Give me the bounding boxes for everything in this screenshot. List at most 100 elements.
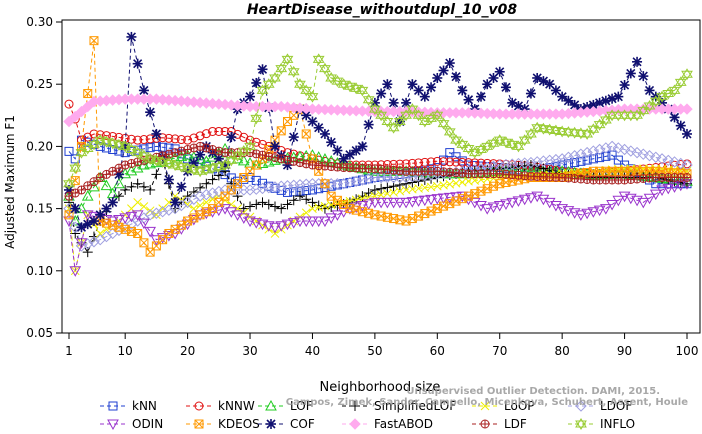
data-point-ldof bbox=[256, 182, 269, 195]
data-point-knn bbox=[595, 153, 605, 163]
y-tick-label: 0.05 bbox=[26, 326, 53, 340]
data-point-simplifiedlof bbox=[263, 199, 274, 210]
data-point-cof bbox=[332, 145, 343, 156]
legend-label: ODIN bbox=[132, 417, 163, 431]
data-point-simplifiedlof bbox=[357, 191, 368, 202]
data-point-knn bbox=[245, 173, 255, 182]
data-point-ldof bbox=[656, 153, 668, 165]
data-point-cof bbox=[257, 64, 268, 75]
legend-label: LoOP bbox=[504, 399, 535, 413]
data-point-odin bbox=[431, 194, 444, 205]
data-point-ldof bbox=[562, 151, 575, 163]
data-point-cof bbox=[270, 141, 280, 152]
data-point-cof bbox=[101, 203, 112, 214]
data-point-cof bbox=[513, 100, 524, 111]
data-point-knnw bbox=[201, 129, 211, 139]
data-point-odin bbox=[69, 266, 82, 277]
data-point-kdeos bbox=[139, 238, 149, 248]
data-point-ldof bbox=[362, 173, 375, 185]
legend-marker bbox=[480, 419, 490, 429]
data-point-fastabod bbox=[681, 103, 693, 115]
data-point-inflo bbox=[425, 112, 437, 125]
data-point-cof bbox=[376, 88, 387, 99]
legend-label: FastABOD bbox=[374, 417, 433, 431]
series-line-knn bbox=[68, 139, 687, 193]
data-point-ldof bbox=[506, 158, 518, 170]
data-point-knn bbox=[282, 187, 292, 197]
legend-label: LDOF bbox=[600, 399, 632, 413]
data-point-odin bbox=[144, 226, 157, 238]
data-point-ldof bbox=[625, 145, 637, 157]
data-point-inflo bbox=[599, 114, 612, 126]
data-point-loop bbox=[301, 208, 311, 218]
data-point-ldof bbox=[618, 143, 631, 156]
data-point-inflo bbox=[581, 128, 594, 140]
data-point-cof bbox=[613, 91, 624, 102]
data-point-simplifiedlof bbox=[288, 195, 299, 206]
data-point-ldof bbox=[606, 140, 618, 153]
data-point-ldof bbox=[194, 190, 206, 202]
legend-item-knn: kNN bbox=[100, 399, 157, 413]
data-point-inflo bbox=[443, 125, 456, 138]
data-point-ldof bbox=[637, 148, 650, 160]
data-point-knnw bbox=[445, 157, 455, 167]
data-point-ldof bbox=[213, 185, 225, 198]
data-point-simplifiedlof bbox=[138, 181, 149, 192]
data-point-simplifiedlof bbox=[70, 228, 81, 239]
data-point-knnw bbox=[214, 126, 224, 136]
data-point-inflo bbox=[69, 162, 82, 175]
data-point-odin bbox=[606, 199, 618, 211]
data-point-ldof bbox=[593, 143, 606, 156]
data-point-odin bbox=[269, 222, 281, 234]
data-point-ldf bbox=[76, 185, 86, 195]
data-point-loop bbox=[239, 208, 249, 218]
data-point-inflo bbox=[406, 103, 419, 116]
data-point-cof bbox=[419, 91, 430, 102]
data-point-odin bbox=[637, 197, 650, 209]
data-point-kdeos bbox=[276, 126, 286, 136]
data-point-ldof bbox=[518, 157, 531, 169]
data-point-cof bbox=[476, 91, 486, 102]
data-point-cof bbox=[326, 137, 337, 148]
data-point-odin bbox=[581, 208, 593, 220]
data-point-knnw bbox=[239, 132, 249, 142]
data-point-inflo bbox=[637, 104, 650, 117]
legend-item-knnw: kNNW bbox=[186, 399, 255, 413]
data-point-kdeos bbox=[220, 191, 230, 201]
data-point-inflo bbox=[387, 121, 400, 134]
data-point-inflo bbox=[631, 109, 643, 122]
legend-label: LOF bbox=[290, 399, 313, 413]
data-point-simplifiedlof bbox=[319, 203, 330, 214]
data-point-cof bbox=[444, 58, 455, 69]
data-point-knn bbox=[570, 158, 580, 168]
data-point-knnw bbox=[158, 133, 168, 143]
data-point-inflo bbox=[325, 72, 338, 84]
data-point-odin bbox=[668, 182, 681, 193]
y-tick-label: 0.15 bbox=[26, 202, 53, 216]
data-point-kdeos bbox=[83, 89, 93, 99]
data-point-cof bbox=[451, 71, 462, 82]
data-point-inflo bbox=[525, 128, 537, 140]
legend-label: KDEOS bbox=[218, 417, 260, 431]
data-point-simplifiedlof bbox=[376, 183, 387, 194]
data-point-odin bbox=[506, 197, 519, 209]
data-point-odin bbox=[331, 210, 344, 221]
x-tick-label: 60 bbox=[430, 344, 445, 358]
series-ldof bbox=[63, 140, 693, 252]
data-point-odin bbox=[412, 196, 425, 207]
data-point-lof bbox=[237, 154, 250, 166]
data-point-simplifiedlof bbox=[270, 201, 280, 212]
data-point-ldof bbox=[400, 171, 412, 184]
x-tick-label: 100 bbox=[676, 344, 699, 358]
y-tick-label: 0.10 bbox=[26, 264, 53, 278]
series-line-ldof bbox=[68, 145, 688, 247]
data-point-knn bbox=[588, 154, 598, 164]
data-point-knnw bbox=[145, 134, 155, 144]
data-point-odin bbox=[113, 214, 125, 226]
data-point-odin bbox=[400, 197, 412, 209]
data-point-odin bbox=[369, 197, 381, 209]
data-point-ldof bbox=[600, 142, 612, 154]
data-point-ldof bbox=[350, 175, 362, 187]
data-point-ldof bbox=[537, 155, 550, 167]
data-point-odin bbox=[156, 233, 169, 244]
